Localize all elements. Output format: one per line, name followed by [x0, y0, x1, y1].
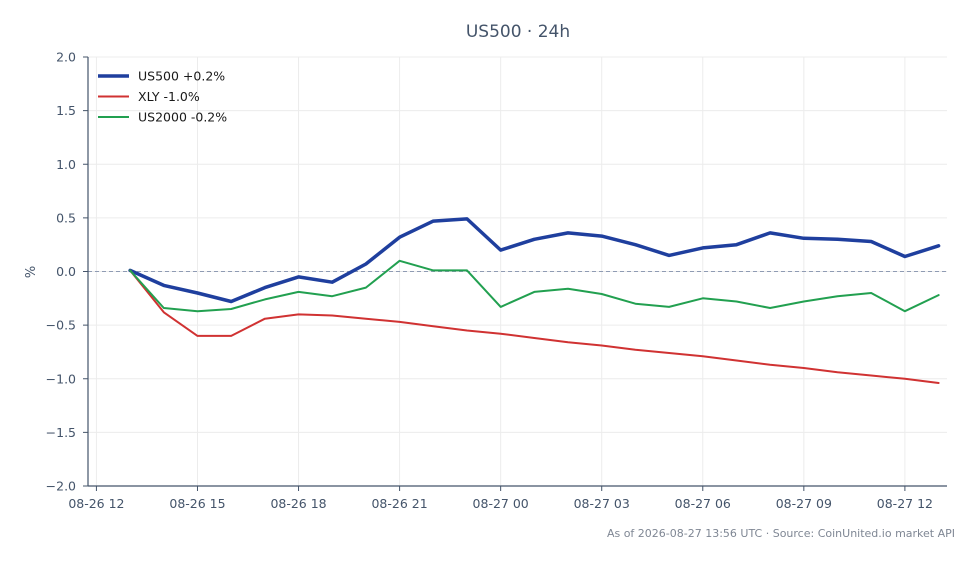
x-tick-label: 08-27 12	[877, 496, 933, 511]
y-tick-label: 0.0	[56, 264, 76, 279]
y-tick-label: −1.5	[46, 425, 76, 440]
x-tick-label: 08-26 12	[68, 496, 124, 511]
series-line	[129, 269, 940, 384]
x-tick-label: 08-27 03	[574, 496, 630, 511]
y-tick-label: 1.0	[56, 157, 76, 172]
legend-label: US500 +0.2%	[138, 69, 225, 84]
y-tick-label: 2.0	[56, 50, 76, 65]
x-tick-label: 08-26 18	[270, 496, 326, 511]
x-tick-label: 08-27 06	[675, 496, 731, 511]
series-lines	[128, 217, 941, 384]
x-tick-label: 08-26 15	[169, 496, 225, 511]
y-tick-label: −1.0	[46, 371, 76, 386]
chart-title: US500 · 24h	[466, 22, 570, 42]
series-line	[128, 217, 941, 304]
series-line	[129, 259, 940, 313]
x-tick-label: 08-26 21	[371, 496, 427, 511]
source-caption: As of 2026-08-27 13:56 UTC · Source: Coi…	[607, 527, 955, 540]
x-tick-label: 08-27 09	[776, 496, 832, 511]
x-axis-ticks: 08-26 12 08-26 15 08-26 18 08-26 21 08-27 00…	[68, 486, 933, 511]
legend: US500 +0.2% XLY -1.0% US2000 -0.2%	[98, 69, 227, 125]
legend-label: XLY -1.0%	[138, 89, 200, 104]
y-tick-label: 1.5	[56, 103, 76, 118]
y-axis-ticks: 2.0 1.5 1.0 0.5 0.0 −0.5 −1.0 −1.5 −2.0	[46, 50, 88, 494]
y-tick-label: −0.5	[46, 318, 76, 333]
y-tick-label: −2.0	[46, 479, 76, 494]
y-tick-label: 0.5	[56, 210, 76, 225]
x-tick-label: 08-27 00	[473, 496, 529, 511]
y-axis-label: %	[24, 266, 39, 278]
legend-label: US2000 -0.2%	[138, 110, 227, 125]
